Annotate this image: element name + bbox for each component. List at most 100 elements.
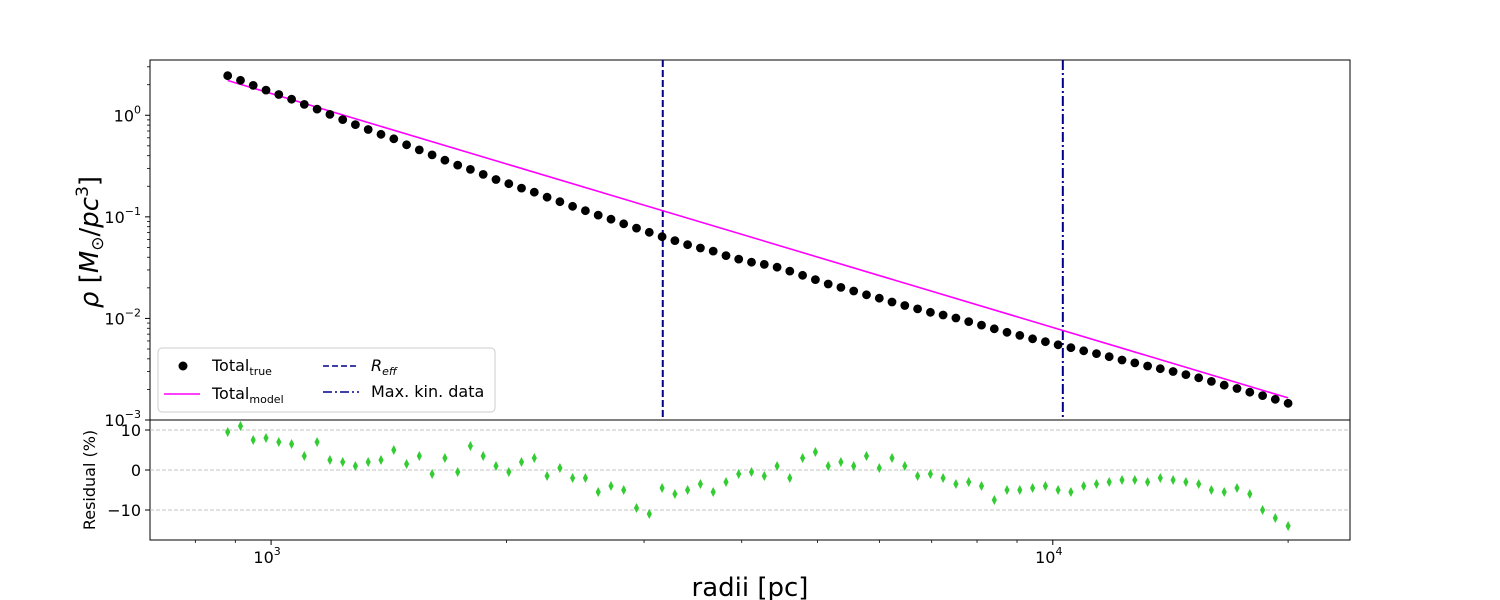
total-true-point [1155,364,1165,374]
residual-point [327,455,333,465]
total-true-point [606,214,616,224]
main-y-tick-label: 10−3 [104,408,141,430]
residual-point [1106,477,1112,487]
residual-point [365,457,371,467]
total-true-point [1245,387,1255,397]
residual-y-tick-label: −10 [107,501,141,520]
main-panel: 100 10−1 10−2 10−3 ρ [M⊙/pc3] Totaltrue Tot… [73,59,1351,430]
total-true-point [287,94,296,104]
residual-point [225,427,231,437]
total-true-point [772,262,782,272]
residual-point [1030,483,1036,493]
total-true-point [670,236,680,246]
total-true-point [312,104,322,114]
residual-point [1017,485,1023,495]
residual-point [1081,481,1087,491]
total-true-point [1270,394,1280,404]
total-true-point [414,145,424,155]
residual-point [340,457,346,467]
x-tick-label: 104 [1035,545,1062,567]
total-true-point [1130,358,1140,368]
residual-point [582,473,588,483]
total-true-point [926,307,935,317]
total-true-point [874,293,884,303]
residual-points [225,421,1291,531]
legend-label-reff: Reff [371,356,398,378]
residual-y-ticks: 10 0 −10 [107,421,150,520]
legend-reff-name: R [371,356,382,375]
residual-point [1055,485,1061,495]
total-true-point [989,324,999,334]
residual-point [672,489,678,499]
residual-point [940,473,946,483]
total-true-point [440,155,450,165]
residual-point [1260,505,1266,515]
residual-point [608,481,614,491]
x-ticks: 103 104 [194,540,1289,567]
residual-point [493,461,499,471]
legend-entry-total-true: Totaltrue [178,356,272,378]
residual-point [1042,481,1048,491]
total-true-point [1053,340,1063,350]
residual-point [1068,487,1074,497]
total-true-point [657,232,667,242]
residual-point [1247,489,1253,499]
total-true-point [951,313,961,323]
residual-point [915,471,921,481]
residual-point [378,455,384,465]
total-true-point [619,219,629,229]
total-true-point [351,120,360,129]
residual-point [1234,483,1240,493]
total-true-point [977,320,986,330]
residual-point [314,437,320,447]
total-true-point [1194,373,1204,383]
residual-point [761,471,767,481]
residual-point [557,463,563,473]
total-true-point [836,283,846,292]
total-true-point [529,187,539,197]
residual-point [429,469,435,479]
legend-total-true-name: Total [211,356,249,375]
residual-point [455,467,461,477]
total-true-point [938,310,948,320]
residual-point [748,467,755,477]
residual-point [736,469,742,479]
residual-point [825,461,831,471]
x-axis-label: radii [pc] [692,573,809,600]
residual-point [927,469,933,479]
total-true-point [466,165,475,174]
total-true-point [1066,343,1076,353]
residual-point [659,483,665,493]
residual-point [1196,479,1202,489]
main-y-tick-label: 10−1 [104,205,141,227]
residual-point [685,485,691,495]
residual-point [953,479,959,489]
residual-point [889,453,895,463]
legend-label-total-model: Totalmodel [211,384,284,406]
total-true-point [849,286,859,296]
residual-point [697,479,703,489]
residual-point [1004,485,1010,495]
total-true-point [1181,370,1191,379]
total-true-point [568,201,577,211]
total-true-point [389,134,399,144]
total-true-point [363,125,373,134]
main-y-tick-label: 100 [114,103,141,125]
residual-point [991,495,997,505]
total-true-point [708,246,718,256]
total-true-point [236,75,245,85]
total-true-point [1207,377,1216,386]
total-true-point [593,210,603,220]
total-true-point [325,110,335,119]
total-true-point [1002,327,1012,337]
total-true-point [427,150,437,160]
total-true-point [644,227,654,237]
total-true-point [734,254,744,264]
residual-point [1145,477,1151,487]
residual-panel: 10 0 −10 103 104 Residual (%) radii [pc] [80,419,1351,600]
total-true-point [1028,334,1037,344]
residual-point [416,451,422,461]
residual-point [876,463,882,473]
residual-point [1221,487,1227,497]
residual-point [250,435,256,445]
